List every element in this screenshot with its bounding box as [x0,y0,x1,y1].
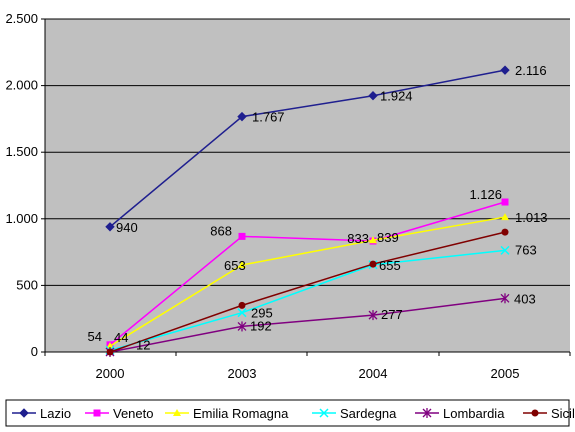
data-point-lombardia [368,310,378,321]
x-tick-label: 2005 [491,366,520,381]
data-point-lombardia [237,321,247,332]
data-point-emilia-romagna [501,213,509,221]
plot-area [45,19,570,352]
legend-item-lazio: Lazio [12,406,71,421]
legend-item-emilia-romagna: Emilia Romagna [165,406,289,421]
legend-label-sardegna: Sardegna [340,406,397,421]
series-line-sicilia [109,231,506,353]
data-label-veneto: 1.126 [469,187,502,202]
legend-item-sardegna: Sardegna [312,406,397,421]
data-label-veneto: 54 [88,329,102,344]
legend-marker-lazio [19,408,29,418]
data-label-sardegna: 763 [515,242,537,257]
data-point-lombardia [500,293,510,304]
x-tick-label: 2003 [228,366,257,381]
legend-label-veneto: Veneto [113,406,154,421]
data-label-lombardia: 403 [514,291,536,306]
series-line-sardegna [109,249,506,352]
data-label-emilia-romagna: 1.013 [515,210,548,225]
series-line-veneto [109,201,506,346]
data-label-lombardia: 192 [250,318,272,333]
legend-marker-sicilia [531,409,539,417]
series-line-emilia-romagna [109,216,506,347]
y-tick-label: 0 [31,344,38,359]
legend-item-sicilia: Sicilia [523,406,575,421]
data-point-sicilia [106,348,114,356]
data-label-lazio: 1.767 [252,110,285,125]
legend-label-emilia-romagna: Emilia Romagna [193,406,289,421]
data-label-sardegna: 295 [251,306,273,321]
data-point-sicilia [369,260,377,268]
data-point-lazio [368,91,378,101]
series-layer [105,65,510,357]
data-point-veneto [238,232,246,240]
data-label-emilia-romagna: 44 [114,330,128,345]
y-tick-label: 500 [16,277,38,292]
y-tick-label: 2.500 [5,11,38,26]
legend: Lazio Veneto Emilia Romagna Sardegna Lombard… [5,399,575,427]
data-label-lazio: 2.116 [515,63,547,78]
y-tick-label: 2.000 [5,78,38,93]
legend-marker-veneto [93,409,101,417]
legend-label-lazio: Lazio [40,406,71,421]
data-point-lazio [105,222,115,232]
axes: 0 500 1.000 1.500 2.000 2.500 2000 2003 2004 2005 [5,11,571,381]
data-point-lazio [237,111,247,122]
legend-label-lombardia: Lombardia [443,406,505,421]
y-tick-label: 1.500 [5,144,38,159]
legend-marker-emilia-romagna [173,409,181,416]
data-point-sicilia [501,228,509,236]
gridlines [45,18,570,286]
legend-marker-sardegna [319,408,329,418]
legend-label-sicilia: Sicilia [551,406,575,421]
legend-item-lombardia: Lombardia [415,406,505,421]
data-point-sardegna [237,308,247,318]
data-point-emilia-romagna [369,236,377,244]
data-label-sardegna: 12 [136,337,150,352]
legend-item-veneto: Veneto [85,406,154,421]
y-tick-label: 1.000 [5,211,38,226]
data-point-lazio [500,65,510,75]
data-label-emilia-romagna: 839 [377,230,399,245]
data-point-emilia-romagna [238,261,246,269]
data-label-veneto: 833 [347,231,369,246]
series-line-lazio [109,69,506,228]
x-tick-label: 2000 [96,366,125,381]
data-label-lazio: 1.924 [380,89,413,104]
data-label-sardegna: 655 [379,258,401,273]
data-labels: 940 1.767 1.924 2.116 54 868 833 1.126 44 653 839 1… [88,63,548,352]
x-tick-label: 2004 [359,366,388,381]
data-point-sardegna [500,245,510,255]
data-point-veneto [501,198,509,206]
data-label-lombardia: 277 [381,307,403,322]
data-label-veneto: 868 [210,223,232,238]
data-point-sicilia [238,301,246,309]
data-label-lazio: 940 [116,220,138,235]
legend-marker-lombardia [422,408,432,418]
data-label-emilia-romagna: 653 [224,258,246,273]
series-line-lombardia [109,297,506,353]
